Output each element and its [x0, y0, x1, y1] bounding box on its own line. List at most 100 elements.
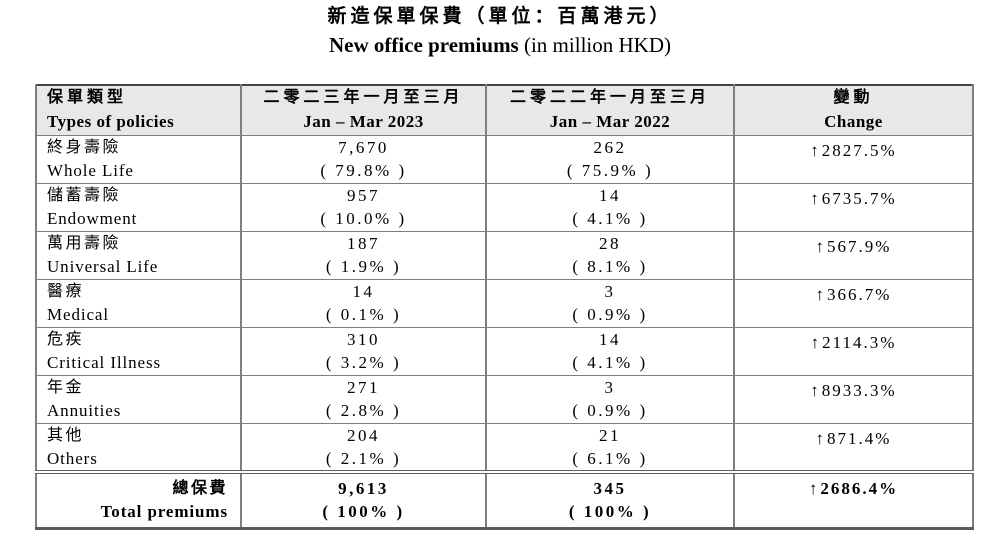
total-2023-cell: 9,613 ( 100% )	[240, 469, 487, 529]
premium-2022-value: 262	[593, 138, 627, 157]
premium-2022-percent: ( 0.9% )	[572, 401, 648, 420]
premium-2023-percent: ( 79.8% )	[320, 161, 407, 180]
change-cell: ↑ 8933.3%	[733, 374, 974, 424]
header-col1-zh: 保單類型	[47, 89, 128, 107]
policy-type-cell: 終身壽險 Whole Life	[35, 134, 242, 184]
policy-type-en: Medical	[47, 305, 109, 324]
premium-2022-value: 14	[599, 186, 621, 205]
premium-2023-value: 7,670	[338, 138, 389, 157]
up-arrow-icon: ↑	[810, 140, 819, 160]
policy-type-en: Annuities	[47, 401, 122, 420]
premium-2022-percent: ( 8.1% )	[572, 257, 648, 276]
total-change-value: 2686.4%	[820, 478, 899, 498]
premium-2023-percent: ( 2.8% )	[325, 401, 402, 420]
header-col4-zh: 變動	[833, 89, 874, 107]
total-2023-percent: ( 100% )	[322, 502, 405, 522]
header-jan-mar-2023: 二零二三年一月至三月 Jan – Mar 2023	[240, 84, 487, 136]
change-cell: ↑ 567.9%	[733, 230, 974, 280]
premium-2023-value: 204	[347, 425, 380, 445]
change-cell: ↑ 6735.7%	[733, 182, 974, 232]
change-cell: ↑ 366.7%	[733, 278, 974, 328]
premium-2022-cell: 21 ( 6.1% )	[485, 422, 735, 472]
premium-2023-cell: 187 ( 1.9% )	[240, 230, 487, 280]
change-cell: ↑ 871.4%	[733, 422, 974, 472]
policy-type-zh: 其他	[47, 426, 85, 444]
policy-type-zh: 儲蓄壽險	[47, 187, 122, 204]
premium-2023-value: 187	[347, 234, 380, 253]
total-2022-value: 345	[593, 479, 627, 499]
premium-2022-percent: ( 4.1% )	[572, 353, 648, 372]
premium-2023-cell: 310 ( 3.2% )	[240, 326, 487, 376]
premium-2023-percent: ( 2.1% )	[325, 448, 402, 468]
up-arrow-icon: ↑	[815, 428, 825, 448]
table-row-medical: 醫療 Medical 14 ( 0.1% ) 3 ( 0.9% ) ↑ 366.7…	[35, 278, 974, 328]
policy-type-zh: 醫療	[47, 283, 85, 300]
premium-2022-value: 3	[604, 282, 616, 301]
policy-type-zh: 終身壽險	[47, 139, 122, 156]
change-value: 6735.7%	[821, 188, 897, 208]
header-col3-zh: 二零二二年一月至三月	[509, 89, 710, 107]
total-label-cell: 總保費 Total premiums	[35, 469, 242, 529]
premium-2023-value: 14	[352, 282, 375, 301]
total-label-en: Total premiums	[100, 502, 228, 522]
table-row-others: 其他 Others 204 ( 2.1% ) 21 ( 6.1% ) ↑ 871.…	[35, 422, 974, 472]
up-arrow-icon: ↑	[808, 478, 818, 498]
premium-2022-value: 3	[604, 378, 616, 397]
policy-type-en: Critical Illness	[47, 353, 162, 372]
page-title-en: New office premiums (in million HKD)	[0, 32, 1000, 59]
page-title-en-rest: (in million HKD)	[518, 33, 671, 57]
premium-2022-cell: 3 ( 0.9% )	[485, 278, 735, 328]
up-arrow-icon: ↑	[815, 236, 825, 256]
premium-2023-cell: 957 ( 10.0% )	[240, 182, 487, 232]
change-cell: ↑ 2114.3%	[733, 326, 974, 376]
table-row-annuities: 年金 Annuities 271 ( 2.8% ) 3 ( 0.9% ) ↑ 89…	[35, 374, 974, 424]
total-2023-value: 9,613	[338, 479, 389, 499]
up-arrow-icon: ↑	[815, 284, 825, 304]
premium-2023-percent: ( 3.2% )	[325, 353, 402, 372]
header-types-of-policies: 保單類型 Types of policies	[35, 84, 242, 136]
policy-type-cell: 危疾 Critical Illness	[35, 326, 242, 376]
total-row: 總保費 Total premiums 9,613 ( 100% ) 345 ( …	[35, 469, 974, 529]
header-col4-en: Change	[824, 112, 883, 132]
change-value: 2827.5%	[821, 140, 897, 160]
change-value: 8933.3%	[821, 380, 897, 400]
premium-2022-percent: ( 4.1% )	[572, 209, 648, 228]
premium-2023-percent: ( 1.9% )	[325, 257, 402, 276]
policy-type-cell: 萬用壽險 Universal Life	[35, 230, 242, 280]
premium-2022-cell: 14 ( 4.1% )	[485, 326, 735, 376]
up-arrow-icon: ↑	[810, 332, 820, 352]
change-value: 567.9%	[827, 236, 892, 256]
premium-2022-cell: 3 ( 0.9% )	[485, 374, 735, 424]
header-col3-en: Jan – Mar 2022	[549, 112, 671, 132]
header-change: 變動 Change	[733, 84, 974, 136]
header-col2-en: Jan – Mar 2023	[303, 112, 424, 132]
title-block: 新造保單保費（單位：百萬港元） New office premiums (in …	[0, 5, 1000, 59]
premium-2022-value: 21	[599, 425, 621, 445]
premium-2023-percent: ( 10.0% )	[320, 209, 407, 228]
premium-2023-value: 310	[347, 330, 380, 349]
policy-type-zh: 年金	[47, 379, 85, 396]
header-col2-zh: 二零二三年一月至三月	[263, 89, 464, 107]
premium-2022-cell: 14 ( 4.1% )	[485, 182, 735, 232]
policy-type-en: Others	[47, 448, 98, 468]
policy-type-en: Endowment	[47, 209, 138, 228]
premium-2022-percent: ( 75.9% )	[566, 161, 654, 180]
table-row-critical-illness: 危疾 Critical Illness 310 ( 3.2% ) 14 ( 4.…	[35, 326, 974, 376]
total-2022-percent: ( 100% )	[568, 502, 652, 522]
policy-type-cell: 醫療 Medical	[35, 278, 242, 328]
premium-2023-cell: 271 ( 2.8% )	[240, 374, 487, 424]
premium-2022-value: 28	[599, 234, 621, 253]
change-value: 2114.3%	[822, 332, 897, 352]
premium-2023-cell: 7,670 ( 79.8% )	[240, 134, 487, 184]
premium-2022-value: 14	[599, 330, 621, 349]
page-title-zh: 新造保單保費（單位：百萬港元）	[327, 6, 673, 27]
policy-type-en: Universal Life	[47, 257, 159, 276]
premium-2022-percent: ( 0.9% )	[572, 305, 648, 324]
premium-2023-cell: 204 ( 2.1% )	[240, 422, 487, 472]
premium-2022-cell: 262 ( 75.9% )	[485, 134, 735, 184]
change-value: 366.7%	[827, 284, 892, 304]
premium-2023-value: 271	[347, 378, 380, 397]
table-row-universal-life: 萬用壽險 Universal Life 187 ( 1.9% ) 28 ( 8.…	[35, 230, 974, 280]
premiums-table: 保單類型 Types of policies 二零二三年一月至三月 Jan – …	[35, 84, 974, 530]
total-label-zh: 總保費	[172, 480, 228, 498]
